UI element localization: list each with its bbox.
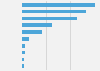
Bar [22,58,24,61]
Bar [22,23,52,27]
Bar [22,64,24,68]
Bar [22,3,95,7]
Bar [22,30,42,34]
Bar [22,17,77,20]
Bar [22,10,86,13]
Bar [22,37,29,41]
Bar [22,44,25,48]
Bar [22,51,25,54]
